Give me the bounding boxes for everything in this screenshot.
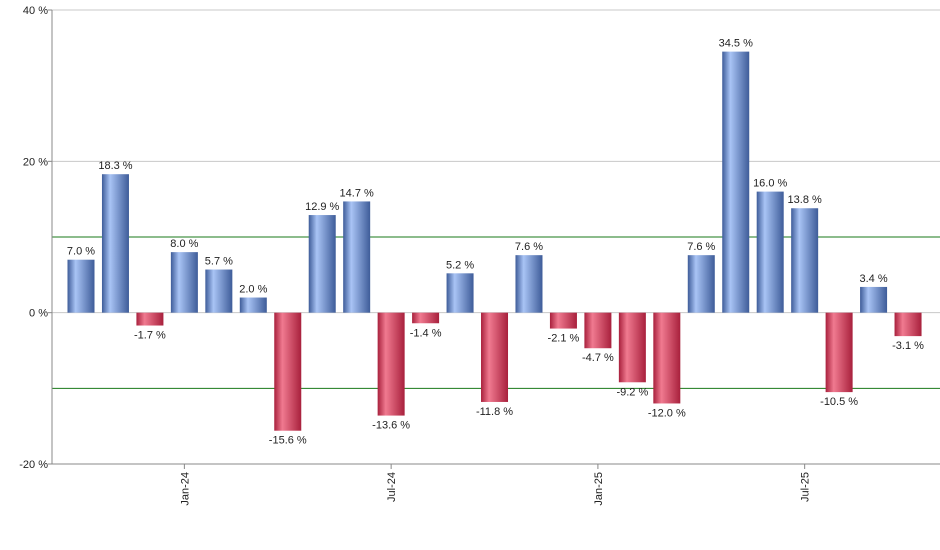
value-label: -9.2 % bbox=[616, 386, 648, 398]
bar bbox=[205, 269, 233, 313]
bar bbox=[618, 312, 646, 383]
value-label: 12.9 % bbox=[305, 201, 339, 213]
value-label: 5.2 % bbox=[446, 259, 474, 271]
y-tick-label: 40 % bbox=[23, 5, 48, 17]
bar bbox=[791, 208, 819, 313]
bar bbox=[308, 215, 336, 313]
value-label: -10.5 % bbox=[820, 396, 858, 408]
bar bbox=[515, 255, 543, 313]
value-label: 2.0 % bbox=[239, 284, 267, 296]
x-tick-label: Jan-25 bbox=[593, 472, 605, 506]
y-tick-label: 0 % bbox=[29, 308, 48, 320]
value-label: 18.3 % bbox=[98, 160, 132, 172]
bar bbox=[549, 312, 577, 329]
bar bbox=[756, 191, 784, 313]
bar bbox=[412, 312, 440, 324]
value-label: -1.4 % bbox=[410, 327, 442, 339]
bar bbox=[343, 201, 371, 313]
value-label: -11.8 % bbox=[476, 406, 513, 418]
bar bbox=[170, 252, 198, 313]
value-label: 7.0 % bbox=[67, 246, 95, 258]
bar bbox=[274, 312, 302, 431]
value-label: -4.7 % bbox=[582, 352, 614, 364]
value-label: 5.7 % bbox=[205, 256, 233, 268]
x-tick-label: Jan-24 bbox=[179, 472, 191, 506]
y-tick-label: 20 % bbox=[23, 156, 48, 168]
value-label: -3.1 % bbox=[892, 340, 924, 352]
bar bbox=[101, 174, 129, 313]
bar bbox=[446, 273, 474, 313]
bar bbox=[687, 255, 715, 313]
bar bbox=[584, 312, 612, 349]
value-label: -13.6 % bbox=[372, 420, 410, 432]
bar bbox=[825, 312, 853, 393]
y-tick-label: -20 % bbox=[19, 459, 48, 471]
value-label: 13.8 % bbox=[788, 194, 822, 206]
value-label: -2.1 % bbox=[548, 333, 580, 345]
value-label: -12.0 % bbox=[648, 407, 686, 419]
bar bbox=[722, 51, 750, 313]
bar bbox=[136, 312, 164, 326]
value-label: 7.6 % bbox=[515, 241, 543, 253]
x-tick-label: Jul-24 bbox=[386, 472, 398, 502]
value-label: 3.4 % bbox=[860, 273, 888, 285]
x-tick-label: Jul-25 bbox=[800, 472, 812, 502]
bar bbox=[239, 297, 267, 313]
value-label: 14.7 % bbox=[340, 187, 374, 199]
bar bbox=[894, 312, 922, 337]
bar bbox=[653, 312, 681, 404]
value-label: 16.0 % bbox=[753, 178, 787, 190]
bar bbox=[67, 259, 95, 313]
bar bbox=[377, 312, 405, 416]
bar bbox=[860, 286, 888, 313]
value-label: -1.7 % bbox=[134, 330, 166, 342]
value-label: 7.6 % bbox=[687, 241, 715, 253]
value-label: 34.5 % bbox=[719, 38, 753, 50]
value-label: -15.6 % bbox=[269, 435, 307, 447]
value-label: 8.0 % bbox=[170, 238, 198, 250]
bar bbox=[481, 312, 509, 402]
